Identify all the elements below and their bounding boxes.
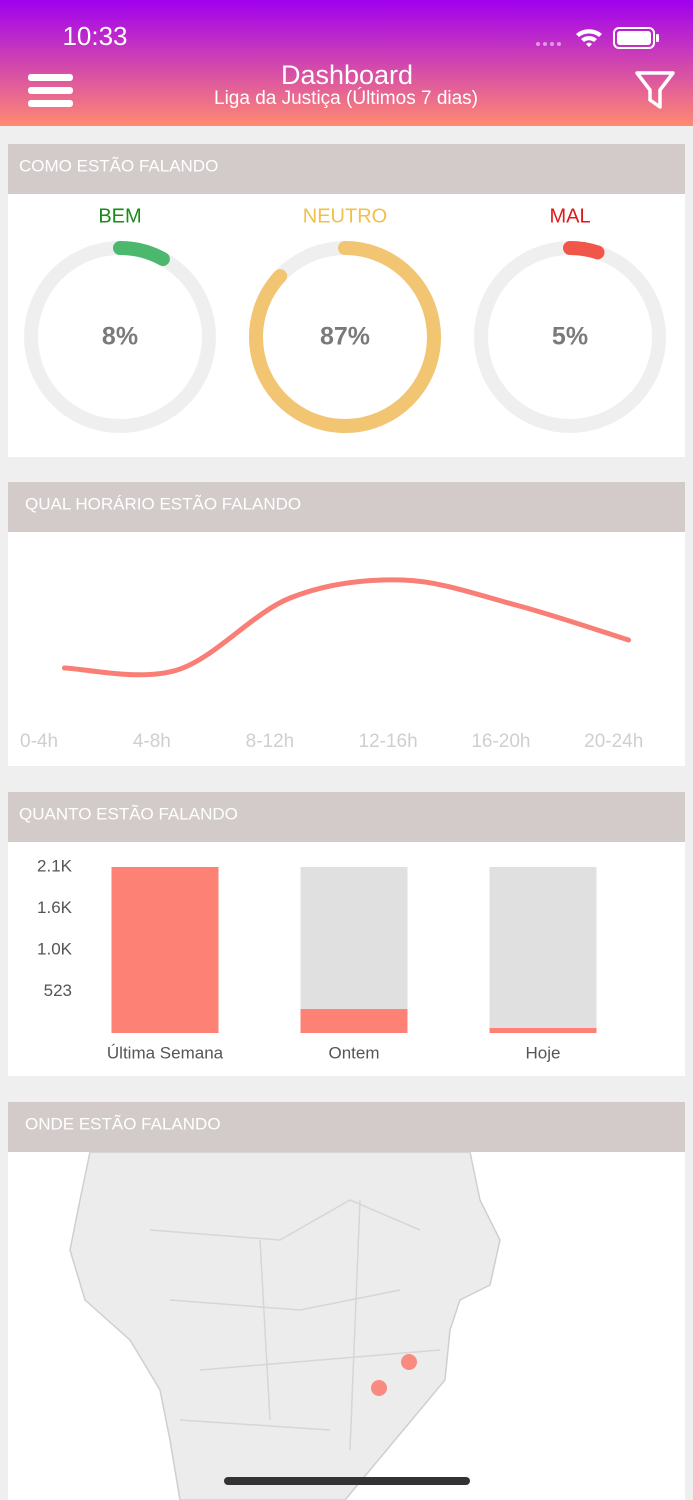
bar <box>300 1009 408 1033</box>
x-tick-label: 16-20h <box>471 731 530 752</box>
gauge-arc <box>249 241 441 433</box>
filter-button[interactable] <box>635 71 675 109</box>
x-tick-label: 12-16h <box>359 731 418 752</box>
menu-button[interactable] <box>28 74 73 107</box>
gauge-value: 8% <box>102 323 138 351</box>
x-tick-label: 0-4h <box>20 731 58 752</box>
map-borders <box>149 1199 441 1451</box>
status-time: 10:33 <box>62 21 127 51</box>
gauge-arc <box>563 241 605 260</box>
y-tick-label: 2.1K <box>37 856 73 875</box>
bar-track <box>300 867 408 1033</box>
gauge-arc <box>113 241 170 267</box>
y-tick-label: 523 <box>44 981 72 1000</box>
map-region <box>69 1151 501 1500</box>
map-marker[interactable] <box>401 1354 417 1370</box>
gauge-label: NEUTRO <box>303 205 387 227</box>
gauge-value: 5% <box>552 323 588 351</box>
gauge-value: 87% <box>320 323 370 351</box>
map-marker[interactable] <box>371 1380 387 1396</box>
bar <box>489 1028 597 1033</box>
bar-track <box>489 867 597 1033</box>
y-tick-label: 1.6K <box>37 898 73 917</box>
gauge-label: BEM <box>98 205 141 227</box>
x-tick-label: Última Semana <box>107 1043 224 1062</box>
header-title: Dashboard <box>281 60 413 90</box>
header-subtitle: Liga da Justiça (Últimos 7 dias) <box>214 87 478 109</box>
gauge-label: MAL <box>549 205 590 227</box>
home-indicator <box>224 1477 470 1485</box>
section-title: COMO ESTÃO FALANDO <box>19 156 218 175</box>
bar <box>111 867 219 1033</box>
x-tick-label: 8-12h <box>246 731 295 752</box>
status-icons <box>536 27 659 49</box>
section-title: ONDE ESTÃO FALANDO <box>25 1114 221 1133</box>
x-tick-label: Ontem <box>328 1043 379 1062</box>
section-title: QUANTO ESTÃO FALANDO <box>19 804 238 823</box>
card-hourly: QUAL HORÁRIO ESTÃO FALANDO <box>8 482 685 766</box>
line-series <box>61 577 632 678</box>
section-title: QUAL HORÁRIO ESTÃO FALANDO <box>25 494 301 513</box>
x-tick-label: 4-8h <box>133 731 171 752</box>
card-sentiment: COMO ESTÃO FALANDO <box>8 144 685 457</box>
y-tick-label: 1.0K <box>37 939 73 958</box>
card-map: ONDE ESTÃO FALANDO <box>8 1102 685 1500</box>
x-tick-label: 20-24h <box>584 731 643 752</box>
header-bar <box>0 0 693 126</box>
x-tick-label: Hoje <box>526 1043 561 1062</box>
